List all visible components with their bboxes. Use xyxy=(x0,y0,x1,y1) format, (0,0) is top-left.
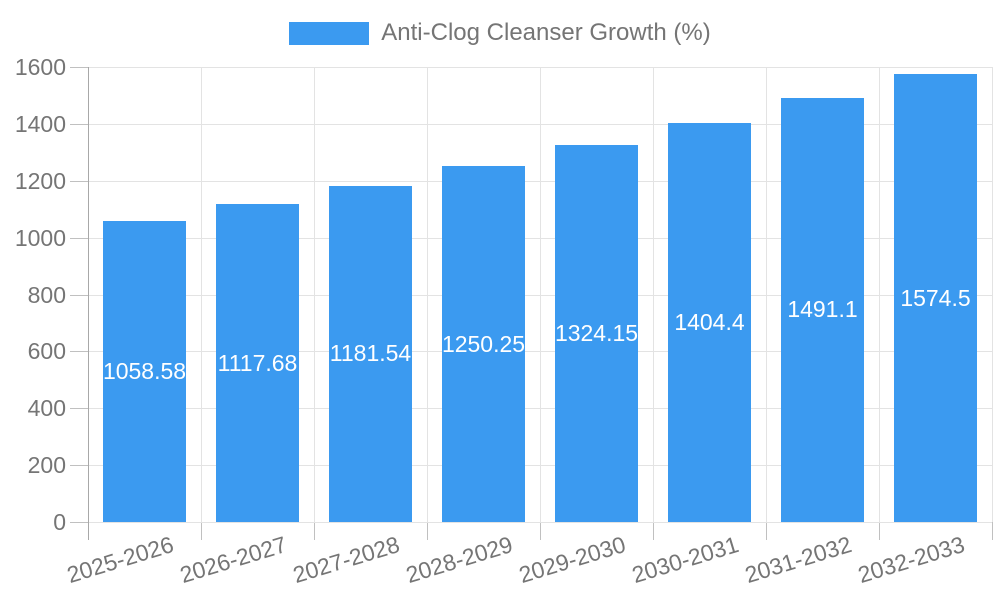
y-axis-tick xyxy=(70,180,88,182)
y-axis-tick xyxy=(70,67,88,68)
y-axis-tick-label: 1200 xyxy=(14,167,66,194)
y-axis-tick xyxy=(70,294,88,296)
bar-value-label: 1404.4 xyxy=(674,308,745,335)
bar[interactable]: 1181.54 xyxy=(329,185,412,522)
bar[interactable]: 1324.15 xyxy=(555,145,638,522)
y-axis-tick-label: 400 xyxy=(27,395,66,422)
x-axis-tick xyxy=(540,522,541,540)
y-axis-tick-label: 0 xyxy=(53,509,66,535)
x-axis-tick xyxy=(766,522,767,540)
gridline-horizontal xyxy=(88,123,992,125)
bar[interactable]: 1404.4 xyxy=(668,122,751,522)
y-axis-tick xyxy=(70,465,88,467)
bar-value-label: 1058.58 xyxy=(102,357,187,384)
y-axis-tick-label: 600 xyxy=(27,338,66,365)
x-axis-tick xyxy=(201,522,202,540)
legend-swatch xyxy=(289,21,370,45)
bar[interactable]: 1491.1 xyxy=(781,97,864,522)
y-axis-tick xyxy=(70,237,88,239)
legend-label: Anti-Clog Cleanser Growth (%) xyxy=(381,19,711,46)
y-axis-tick xyxy=(70,123,88,125)
gridline-horizontal xyxy=(88,351,992,353)
gridline-horizontal xyxy=(88,465,992,467)
bar[interactable]: 1574.5 xyxy=(894,74,977,522)
y-axis-tick xyxy=(70,522,88,523)
bar[interactable]: 1058.58 xyxy=(102,220,187,522)
bar-value-label: 1574.5 xyxy=(900,284,971,311)
bar-value-label: 1181.54 xyxy=(329,340,412,367)
gridline-horizontal xyxy=(88,408,992,410)
gridline-horizontal xyxy=(88,237,992,239)
plot-area: 0 200 400 600 800 1000 1200 1400 1600 1058.58 1117… xyxy=(15,54,993,588)
bar[interactable]: 1117.68 xyxy=(216,204,299,522)
bar-value-label: 1250.25 xyxy=(441,330,526,357)
gridline-horizontal xyxy=(88,180,992,182)
bar-value-label: 1324.15 xyxy=(554,320,639,347)
chart-legend: Anti-Clog Cleanser Growth (%) xyxy=(0,19,1000,47)
bar-value-label: 1117.68 xyxy=(217,349,298,376)
x-axis-tick xyxy=(653,522,654,540)
y-axis-tick-label: 1400 xyxy=(14,110,66,137)
y-axis-tick xyxy=(70,351,88,353)
x-axis-tick xyxy=(992,522,993,540)
y-axis-tick xyxy=(70,408,88,410)
gridline-horizontal xyxy=(88,294,992,296)
x-axis-tick xyxy=(879,522,880,540)
bar-value-label: 1491.1 xyxy=(787,296,858,323)
y-axis-tick-label: 1600 xyxy=(14,54,66,80)
bar[interactable]: 1250.25 xyxy=(442,166,525,522)
y-axis-line xyxy=(88,67,89,540)
y-axis-tick-label: 200 xyxy=(27,452,66,479)
gridline-horizontal xyxy=(88,522,992,523)
y-axis-tick-label: 1000 xyxy=(14,224,66,251)
y-axis-tick-label: 800 xyxy=(27,281,66,308)
x-axis-tick xyxy=(314,522,315,540)
gridline-horizontal xyxy=(88,67,992,68)
x-axis-tick xyxy=(427,522,428,540)
gridline-vertical xyxy=(992,67,993,522)
